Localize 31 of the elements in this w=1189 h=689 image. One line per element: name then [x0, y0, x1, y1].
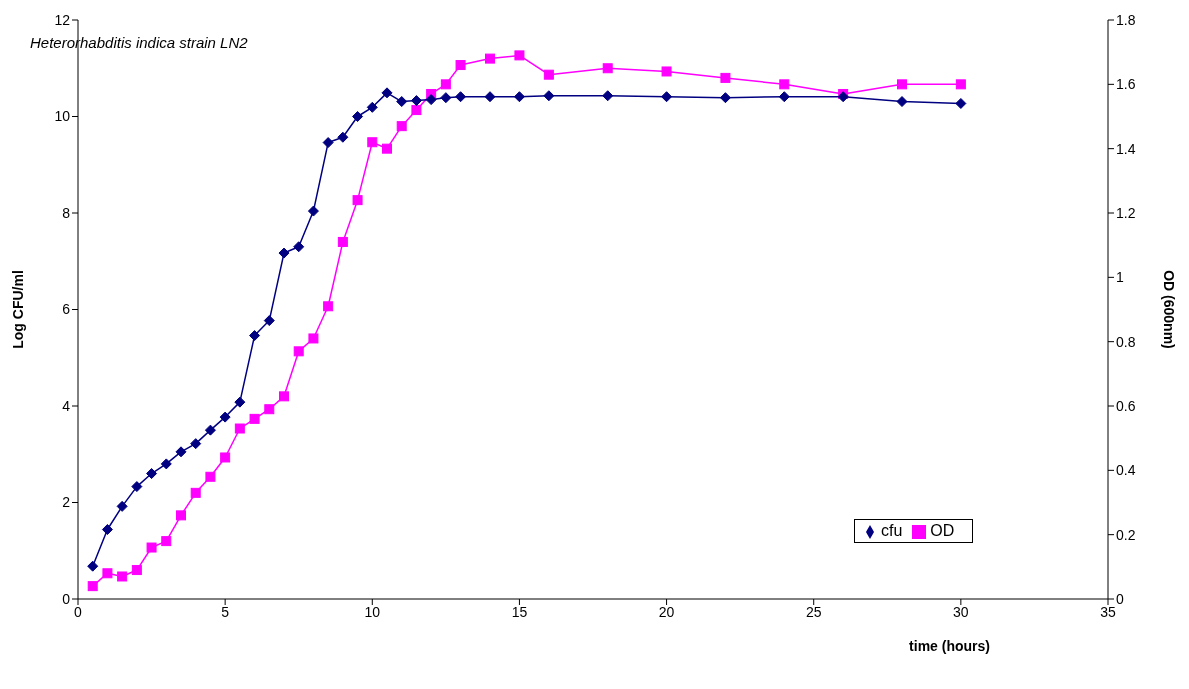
x-tick-label: 0 [74, 603, 83, 620]
x-tick-label: 30 [953, 603, 969, 620]
x-tick-label: 15 [511, 603, 528, 620]
legend-label: cfu [881, 522, 903, 539]
x-tick-label: 20 [658, 603, 675, 620]
y-tick-label: 8 [62, 204, 71, 221]
y2-tick-label: 1.4 [1116, 140, 1136, 157]
y2-tick-label: 0.6 [1116, 397, 1136, 414]
y-tick-label: 10 [54, 108, 71, 125]
x-tick-label: 25 [805, 603, 822, 620]
y-tick-label: 4 [62, 397, 71, 414]
y-tick-label: 12 [54, 11, 71, 28]
y2-tick-label: 0.8 [1116, 333, 1136, 350]
x-tick-label: 35 [1100, 603, 1116, 620]
y2-tick-label: 0.4 [1116, 462, 1136, 479]
legend-label: OD [930, 522, 955, 539]
y2-tick-label: 0.2 [1116, 526, 1136, 543]
y-axis-title: Log CFU/ml [9, 270, 26, 349]
x-tick-label: 5 [221, 603, 230, 620]
y2-tick-label: 1.8 [1116, 11, 1136, 28]
x-tick-label: 10 [364, 603, 381, 620]
y2-tick-label: 1.2 [1116, 204, 1136, 221]
y2-tick-label: 0 [1116, 590, 1124, 607]
y-tick-label: 2 [62, 494, 71, 511]
annotation: Heterorhabditis indica strain LN2 [30, 34, 249, 51]
y2-axis-title: OD (600nm) [1161, 270, 1178, 349]
y2-tick-label: 1.6 [1116, 76, 1136, 93]
y-tick-label: 0 [62, 590, 71, 607]
y-tick-label: 6 [62, 301, 71, 318]
x-axis-title: time (hours) [909, 638, 990, 654]
y2-tick-label: 1 [1116, 269, 1124, 286]
